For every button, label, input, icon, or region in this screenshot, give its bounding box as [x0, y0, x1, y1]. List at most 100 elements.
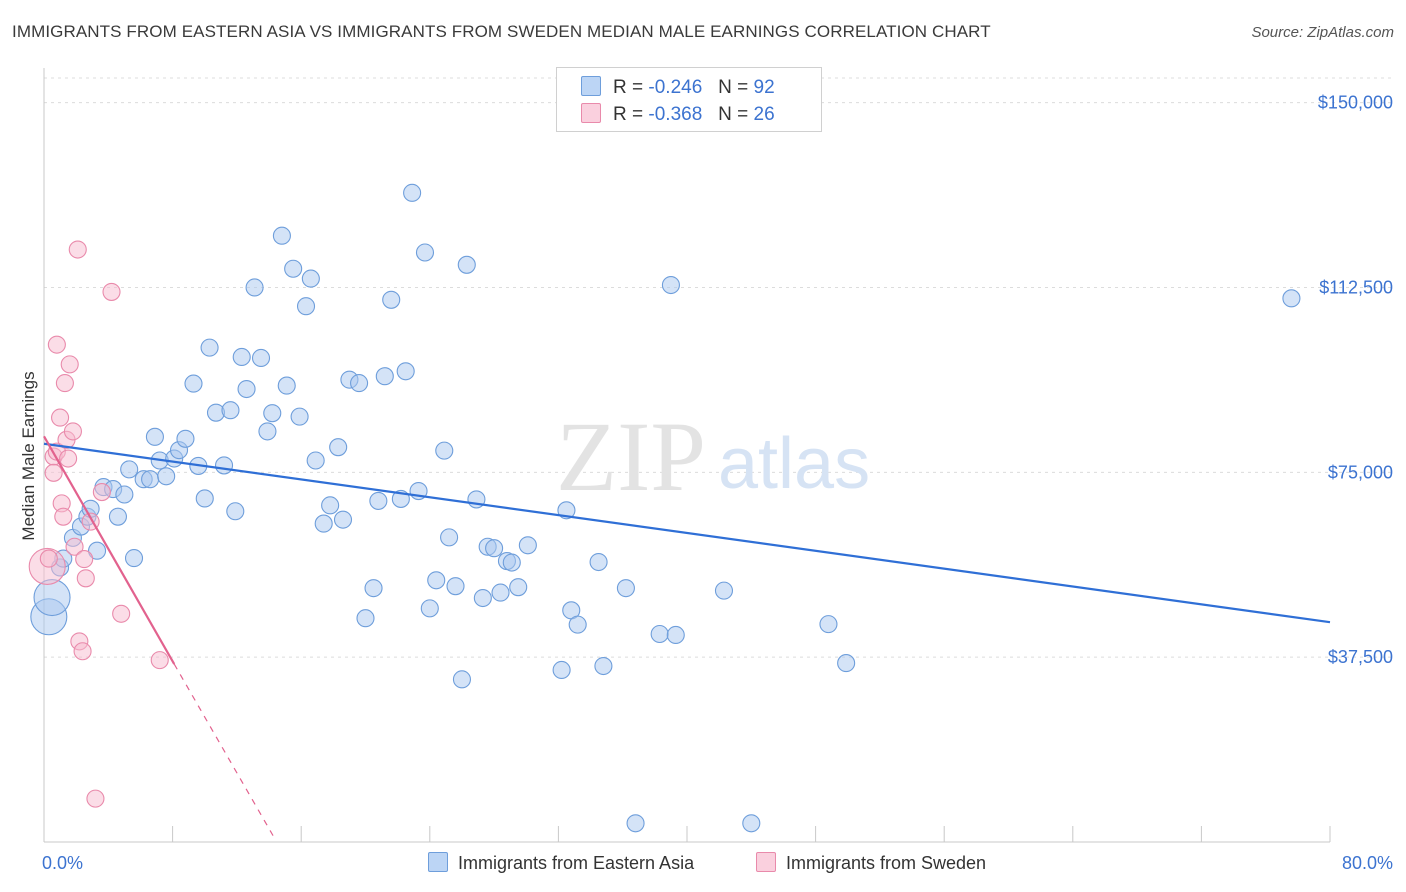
- legend-swatch-blue: [581, 76, 601, 96]
- point-sweden: [150, 651, 169, 670]
- point-sweden: [63, 422, 82, 441]
- point-eastern-asia: [594, 656, 613, 676]
- point-sweden: [73, 642, 92, 661]
- point-eastern-asia: [124, 549, 144, 568]
- point-eastern-asia: [446, 577, 465, 596]
- point-sweden: [47, 335, 66, 354]
- point-sweden: [76, 569, 95, 588]
- trend-layer: [43, 435, 1331, 838]
- point-sweden: [86, 789, 105, 808]
- y-tick-label: $112,500: [1319, 277, 1393, 297]
- legend-r-value: -0.368: [648, 104, 703, 125]
- point-eastern-asia: [1282, 289, 1301, 308]
- point-eastern-asia: [195, 489, 214, 508]
- legend-swatch-pink: [581, 103, 601, 123]
- bottom-legend-swatch-blue: [428, 852, 448, 872]
- point-eastern-asia: [742, 814, 761, 833]
- bottom-legend-label: Immigrants from Eastern Asia: [458, 853, 695, 873]
- point-eastern-asia: [364, 579, 383, 598]
- point-eastern-asia: [415, 243, 435, 262]
- point-eastern-asia: [452, 670, 472, 689]
- point-eastern-asia: [427, 571, 446, 590]
- trend-line-sweden: [43, 435, 176, 665]
- legend-r-value: -0.246: [648, 77, 703, 98]
- bottom-legend-sweden: Immigrants from Sweden: [756, 852, 986, 874]
- point-eastern-asia: [258, 422, 277, 441]
- point-sweden: [68, 240, 87, 259]
- stats-legend: R = -0.246 N = 92 R = -0.368 N = 26: [556, 67, 822, 132]
- point-eastern-asia: [626, 814, 645, 833]
- point-eastern-asia: [314, 514, 333, 533]
- point-eastern-asia: [403, 183, 422, 202]
- point-sweden: [59, 449, 78, 468]
- point-eastern-asia: [714, 581, 734, 600]
- trend-extension-sweden: [173, 663, 275, 838]
- legend-n-value: 26: [753, 104, 775, 125]
- point-eastern-asia: [214, 456, 234, 475]
- x-tick-label: 80.0%: [1342, 853, 1393, 873]
- point-eastern-asia: [837, 654, 856, 673]
- point-eastern-asia: [350, 374, 369, 393]
- point-eastern-asia: [375, 367, 394, 386]
- point-sweden: [39, 549, 58, 568]
- point-eastern-asia: [396, 362, 415, 381]
- bottom-legend-swatch-pink: [756, 852, 776, 872]
- watermark-zip: ZIP: [556, 401, 706, 512]
- point-eastern-asia: [301, 269, 320, 288]
- point-eastern-asia: [115, 485, 134, 504]
- point-sweden: [92, 482, 111, 502]
- chart-source: Source: ZipAtlas.com: [1251, 24, 1394, 41]
- point-eastern-asia: [819, 615, 838, 634]
- point-eastern-asia: [226, 502, 245, 521]
- point-sweden: [65, 537, 84, 556]
- legend-n-label: N =: [718, 104, 749, 125]
- point-eastern-asia: [491, 583, 510, 602]
- point-eastern-asia: [141, 470, 160, 489]
- y-tick-label: $150,000: [1318, 93, 1393, 113]
- point-eastern-asia: [263, 404, 282, 423]
- point-sweden: [112, 604, 131, 623]
- point-eastern-asia: [457, 255, 476, 274]
- point-eastern-asia: [473, 588, 492, 608]
- point-eastern-asia: [356, 609, 375, 628]
- bottom-legend-eastern-asia: Immigrants from Eastern Asia: [428, 852, 694, 874]
- point-eastern-asia: [420, 599, 439, 618]
- point-eastern-asia: [435, 441, 454, 460]
- point-eastern-asia: [502, 553, 521, 572]
- point-eastern-asia: [245, 278, 264, 297]
- point-eastern-asia: [145, 427, 164, 446]
- watermark: ZIP atlas: [556, 401, 870, 512]
- point-eastern-asia: [616, 579, 635, 598]
- grid-layer: [44, 77, 1395, 658]
- point-eastern-asia: [589, 552, 608, 572]
- point-eastern-asia: [251, 348, 271, 368]
- y-axis-label: Median Male Earnings: [19, 371, 38, 540]
- y-tick-label: $75,000: [1328, 462, 1393, 482]
- point-eastern-asia: [237, 379, 256, 399]
- point-eastern-asia: [329, 438, 348, 457]
- point-eastern-asia: [552, 660, 571, 680]
- point-eastern-asia: [333, 510, 353, 529]
- point-eastern-asia: [176, 429, 195, 448]
- point-sweden: [75, 550, 94, 569]
- point-eastern-asia: [369, 491, 388, 510]
- point-eastern-asia: [120, 460, 139, 479]
- point-sweden: [55, 374, 74, 393]
- x-tick-label: 0.0%: [42, 853, 83, 873]
- point-eastern-asia: [221, 401, 240, 420]
- point-eastern-asia: [518, 536, 537, 555]
- trend-line-eastern-asia: [43, 442, 1331, 624]
- point-sweden: [44, 463, 63, 482]
- legend-row-eastern-asia: R = -0.246 N = 92: [581, 76, 775, 99]
- legend-n-label: N =: [718, 77, 749, 98]
- legend-r-label: R =: [613, 104, 644, 125]
- point-eastern-asia: [108, 507, 127, 526]
- chart-title: IMMIGRANTS FROM EASTERN ASIA VS IMMIGRAN…: [12, 22, 991, 41]
- point-eastern-asia: [296, 297, 316, 316]
- watermark-atlas: atlas: [718, 424, 870, 504]
- legend-row-sweden: R = -0.368 N = 26: [581, 103, 775, 126]
- label-layer: $37,500 $75,000 $112,500 $150,000 0.0% 80.0%: [42, 93, 1393, 873]
- point-eastern-asia: [200, 338, 219, 357]
- axis-layer: [43, 68, 1331, 843]
